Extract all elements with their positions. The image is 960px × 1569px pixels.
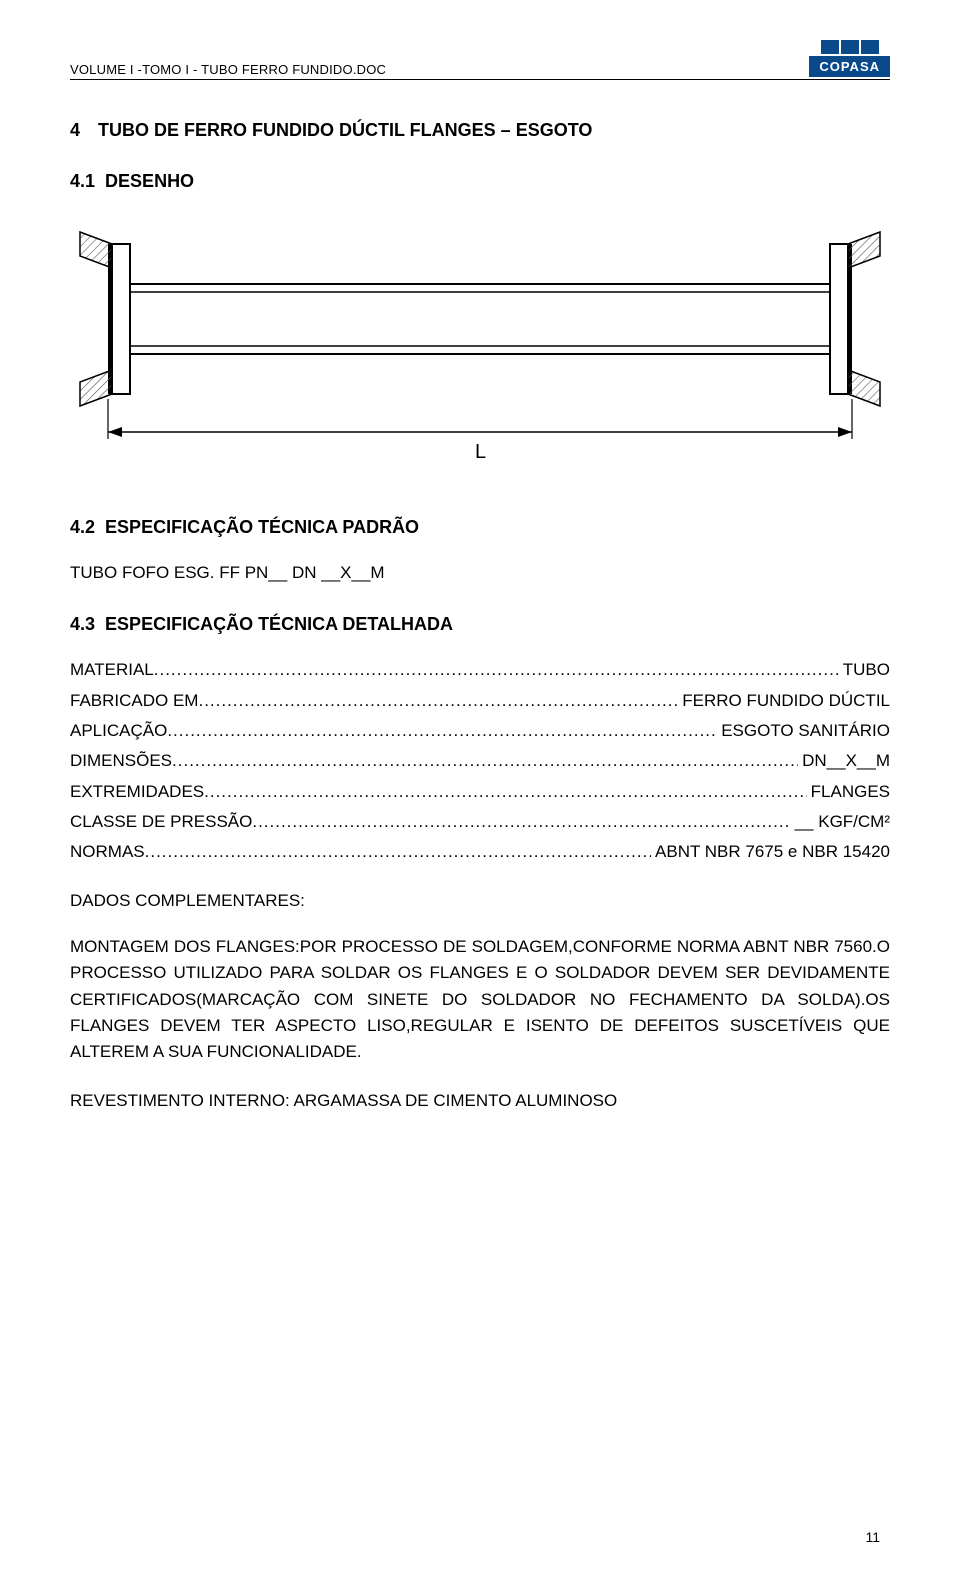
subheading-num: 4.2 — [70, 517, 95, 537]
detail-row: FABRICADO EM FERRO FUNDIDO DÚCTIL — [70, 688, 890, 714]
detail-value: FERRO FUNDIDO DÚCTIL — [678, 688, 890, 714]
section-number: 4 — [70, 120, 80, 140]
leader-dots — [198, 688, 678, 714]
subheading-text: ESPECIFICAÇÃO TÉCNICA PADRÃO — [105, 517, 419, 537]
detail-value: TUBO — [839, 657, 890, 683]
subheading-spec-detalhada: 4.3 ESPECIFICAÇÃO TÉCNICA DETALHADA — [70, 614, 890, 635]
dim-label-L: L — [475, 441, 486, 463]
page-header: VOLUME I -TOMO I - TUBO FERRO FUNDIDO.DO… — [70, 40, 890, 80]
section-title-text: TUBO DE FERRO FUNDIDO DÚCTIL FLANGES – E… — [98, 120, 592, 140]
detail-label: APLICAÇÃO — [70, 718, 167, 744]
detail-row: CLASSE DE PRESSÃO __ KGF/CM² — [70, 809, 890, 835]
detail-label: FABRICADO EM — [70, 688, 198, 714]
detail-value: __ KGF/CM² — [791, 809, 890, 835]
spec-padrao-line: TUBO FOFO ESG. FF PN__ DN __X__M — [70, 560, 890, 586]
dados-complementares-title: DADOS COMPLEMENTARES: — [70, 888, 890, 914]
detail-label: MATERIAL — [70, 657, 154, 683]
detail-row: EXTREMIDADES FLANGES — [70, 779, 890, 805]
detail-value: ABNT NBR 7675 e NBR 15420 — [651, 839, 890, 865]
dados-complementares-body: MONTAGEM DOS FLANGES:POR PROCESSO DE SOL… — [70, 934, 890, 1066]
detail-row: DIMENSÕES DN__X__M — [70, 748, 890, 774]
doc-path: VOLUME I -TOMO I - TUBO FERRO FUNDIDO.DO… — [70, 62, 386, 77]
leader-dots — [172, 748, 798, 774]
subheading-text: ESPECIFICAÇÃO TÉCNICA DETALHADA — [105, 614, 453, 634]
leader-dots — [145, 839, 651, 865]
leader-dots — [167, 718, 717, 744]
brand-name: COPASA — [809, 56, 890, 77]
leader-dots — [154, 657, 839, 683]
detail-value: ESGOTO SANITÁRIO — [717, 718, 890, 744]
flange-pipe-diagram: L — [70, 214, 890, 474]
detail-value: DN__X__M — [798, 748, 890, 774]
section-heading: 4 TUBO DE FERRO FUNDIDO DÚCTIL FLANGES – … — [70, 120, 890, 141]
detail-label: EXTREMIDADES — [70, 779, 204, 805]
detail-label: DIMENSÕES — [70, 748, 172, 774]
subheading-num: 4.3 — [70, 614, 95, 634]
detail-row: APLICAÇÃO ESGOTO SANITÁRIO — [70, 718, 890, 744]
leader-dots — [252, 809, 790, 835]
revestimento-line: REVESTIMENTO INTERNO: ARGAMASSA DE CIMEN… — [70, 1088, 890, 1114]
brand-logo: COPASA — [809, 40, 890, 77]
subheading-num: 4.1 — [70, 171, 95, 191]
subheading-desenho: 4.1 DESENHO — [70, 171, 890, 192]
detail-row: NORMAS ABNT NBR 7675 e NBR 15420 — [70, 839, 890, 865]
subheading-text: DESENHO — [105, 171, 194, 191]
detail-row: MATERIAL TUBO — [70, 657, 890, 683]
page-number: 11 — [865, 1529, 880, 1545]
leader-dots — [204, 779, 807, 805]
subheading-spec-padrao: 4.2 ESPECIFICAÇÃO TÉCNICA PADRÃO — [70, 517, 890, 538]
detail-label: NORMAS — [70, 839, 145, 865]
detail-value: FLANGES — [807, 779, 890, 805]
brand-logo-squares — [821, 40, 879, 54]
detail-label: CLASSE DE PRESSÃO — [70, 809, 252, 835]
